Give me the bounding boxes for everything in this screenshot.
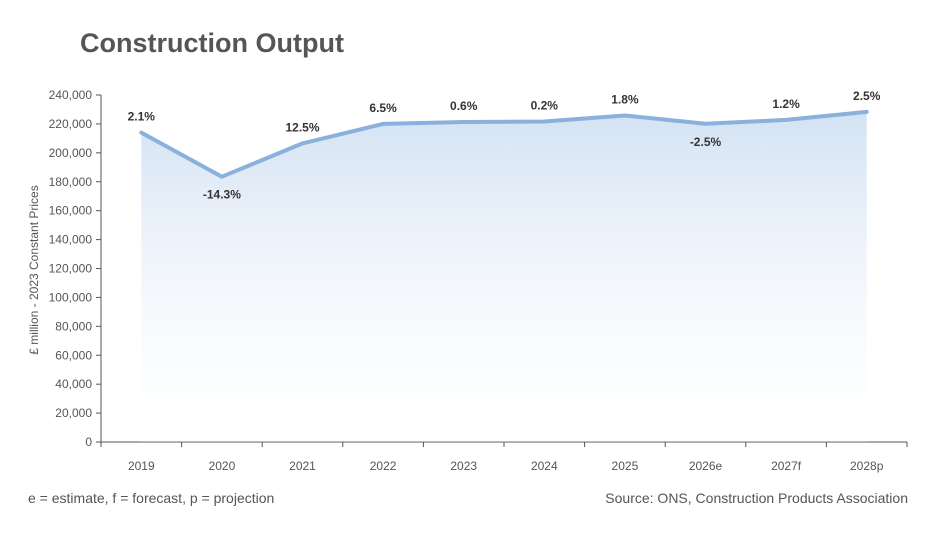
- y-tick-label: 240,000: [49, 88, 93, 102]
- y-axis-label: £ million - 2023 Constant Prices: [27, 185, 41, 354]
- x-tick-label: 2026e: [689, 459, 723, 473]
- y-tick-label: 200,000: [49, 146, 93, 160]
- y-tick-label: 220,000: [49, 117, 93, 131]
- y-tick-label: 80,000: [55, 319, 92, 333]
- data-label: 1.8%: [611, 93, 639, 107]
- y-tick-label: 0: [85, 435, 92, 449]
- data-label: 0.6%: [450, 99, 478, 113]
- x-tick-label: 2020: [209, 459, 236, 473]
- x-tick-label: 2023: [450, 459, 477, 473]
- data-label: 0.2%: [531, 98, 559, 112]
- x-tick-label: 2027f: [771, 459, 802, 473]
- x-tick-label: 2021: [289, 459, 316, 473]
- output-line: [139, 109, 869, 179]
- y-axis: 0 20,000 40,000 60,000 80,000 100,000 120,000 1…: [49, 88, 102, 449]
- y-tick-label: 100,000: [49, 290, 93, 304]
- data-label: 2.1%: [128, 110, 156, 124]
- y-tick-label: 120,000: [49, 262, 93, 276]
- data-label: -14.3%: [203, 188, 241, 202]
- y-tick-label: 140,000: [49, 233, 93, 247]
- y-tick-label: 40,000: [55, 377, 92, 391]
- data-label: 6.5%: [369, 101, 397, 115]
- x-tick-label: 2022: [370, 459, 397, 473]
- x-tick-label: 2024: [531, 459, 558, 473]
- y-tick-label: 20,000: [55, 406, 92, 420]
- x-axis: 2019 2020 2021 2022 2023 2024 2025 2026e 2027f 20…: [100, 441, 908, 473]
- y-tick-label: 160,000: [49, 204, 93, 218]
- y-tick-label: 180,000: [49, 175, 93, 189]
- x-tick-label: 2019: [128, 459, 155, 473]
- y-tick-label: 60,000: [55, 348, 92, 362]
- output-area: [141, 111, 867, 443]
- x-tick-label: 2028p: [850, 459, 884, 473]
- x-tick-label: 2025: [612, 459, 639, 473]
- data-label: 2.5%: [853, 89, 881, 103]
- chart-title: Construction Output: [80, 28, 344, 58]
- data-labels: 2.1% -14.3% 12.5% 6.5% 0.6% 0.2% 1.8% -2.5% 1.2%…: [128, 89, 881, 202]
- data-label: 12.5%: [285, 120, 319, 134]
- footnote: e = estimate, f = forecast, p = projecti…: [28, 490, 275, 506]
- data-label: -2.5%: [690, 135, 722, 149]
- data-label: 1.2%: [772, 97, 800, 111]
- source-note: Source: ONS, Construction Products Assoc…: [605, 490, 908, 506]
